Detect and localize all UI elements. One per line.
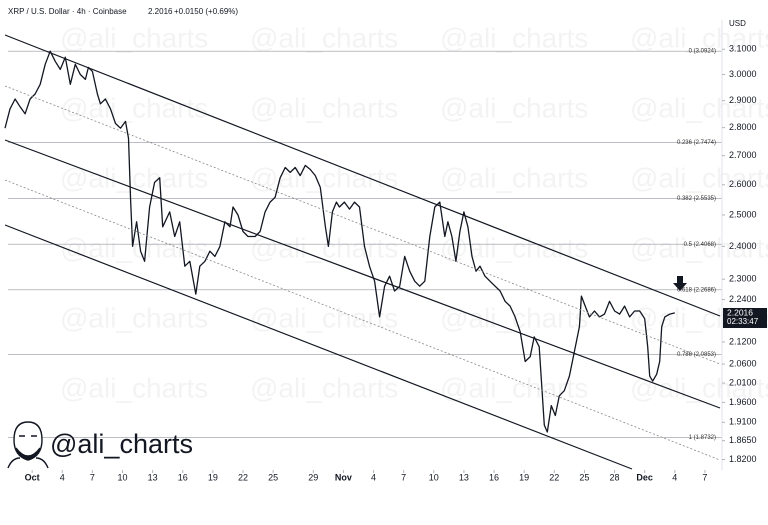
watermark-tile: @ali_charts xyxy=(250,92,398,123)
y-tick-label: 3.0000 xyxy=(729,69,757,79)
y-tick-label: 1.8650 xyxy=(729,435,757,445)
price-tag-countdown: 02:33:47 xyxy=(727,317,759,326)
watermark-tile: @ali_charts xyxy=(250,162,398,193)
x-tick-label: 25 xyxy=(268,472,278,482)
watermark-tile: @ali_charts xyxy=(630,162,768,193)
watermark-tile: @ali_charts xyxy=(250,232,398,263)
fib-level-label: 0 (3.0924) xyxy=(689,49,716,55)
currency: USD xyxy=(729,19,746,28)
x-tick-label: 4 xyxy=(371,472,376,482)
y-tick-label: 2.0600 xyxy=(729,358,757,368)
x-tick-label: 28 xyxy=(610,472,620,482)
watermark-tile: @ali_charts xyxy=(60,22,208,53)
y-tick-label: 2.5000 xyxy=(729,209,757,219)
watermark-handle: @ali_charts xyxy=(50,429,193,459)
x-tick-label: 7 xyxy=(90,472,95,482)
plot-area: 0 (3.0924) 0.236 (2.7474) 0.382 (2.5535) 0.… xyxy=(4,49,722,441)
y-tick-label: 2.2400 xyxy=(729,294,757,304)
watermark-tile: @ali_charts xyxy=(440,302,588,333)
header-change: +0.0150 (+0.69%) xyxy=(174,7,238,16)
header-price: 2.2016 xyxy=(148,7,173,16)
watermark-tile: @ali_charts xyxy=(250,372,398,403)
watermark-tile: @ali_charts xyxy=(60,302,208,333)
x-tick-label: 4 xyxy=(672,472,677,482)
y-tick-label: 2.0100 xyxy=(729,377,757,387)
channel-middle xyxy=(4,139,721,409)
x-tick-label: Oct xyxy=(25,472,40,482)
watermark-tile: @ali_charts xyxy=(440,162,588,193)
fib-level-label: 0.5 (2.4068) xyxy=(684,242,716,248)
x-tick-label: 7 xyxy=(401,472,406,482)
x-tick-label: 16 xyxy=(489,472,499,482)
watermark-tile: @ali_charts xyxy=(440,372,588,403)
avatar-body xyxy=(7,457,49,469)
channel xyxy=(4,34,721,470)
x-tick-label: Nov xyxy=(335,472,352,482)
y-tick-label: 2.6000 xyxy=(729,179,757,189)
y-tick-label: 2.1200 xyxy=(729,336,757,346)
watermark-tile: @ali_charts xyxy=(630,92,768,123)
price-tag xyxy=(723,308,767,328)
watermark-tile: @ali_charts xyxy=(630,372,768,403)
y-tick-label: 1.9100 xyxy=(729,417,757,427)
y-tick-label: 2.9000 xyxy=(729,95,757,105)
x-tick-label: 16 xyxy=(178,472,188,482)
x-tick-label: 19 xyxy=(208,472,218,482)
avatar xyxy=(7,421,49,469)
x-tick-label: 29 xyxy=(308,472,318,482)
x-tick-label: 7 xyxy=(702,472,707,482)
fib-level-label: 0.382 (2.5535) xyxy=(677,196,716,202)
watermark-tile: @ali_charts xyxy=(630,22,768,53)
y-tick-label: 2.8000 xyxy=(729,122,757,132)
x-tick-label: 10 xyxy=(118,472,128,482)
y-tick-label: 3.1000 xyxy=(729,44,757,54)
x-tick-label: 19 xyxy=(519,472,529,482)
watermark-tile: @ali_charts xyxy=(630,232,768,263)
y-tick-label: 2.3000 xyxy=(729,274,757,284)
watermark-tile: @ali_charts xyxy=(250,22,398,53)
x-tick-label: 13 xyxy=(459,472,469,482)
avatar-beard xyxy=(15,447,41,461)
watermark-tiles: @ali_charts @ali_charts @ali_charts @ali_ch… xyxy=(60,22,768,403)
y-tick-label: 2.4000 xyxy=(729,241,757,251)
fib-level-label: 0.786 (2.0853) xyxy=(677,352,716,358)
x-tick-label: 13 xyxy=(148,472,158,482)
x-tick-label: 10 xyxy=(429,472,439,482)
watermark-tile: @ali_charts xyxy=(60,92,208,123)
x-tick-label: Dec xyxy=(636,472,653,482)
y-tick-label: 2.7000 xyxy=(729,150,757,160)
price-tag-value: 2.2016 xyxy=(727,307,753,317)
fib-level-label: 0.618 (2.2686) xyxy=(677,287,716,293)
fib-level-label: 0.236 (2.7474) xyxy=(677,140,716,146)
watermark-tile: @ali_charts xyxy=(440,92,588,123)
channel-upper xyxy=(4,34,721,317)
channel-lower xyxy=(4,224,633,470)
watermark-tile: @ali_charts xyxy=(250,302,398,333)
y-tick-label: 1.8200 xyxy=(729,454,757,464)
x-tick-label: 4 xyxy=(60,472,65,482)
price-line xyxy=(4,50,675,433)
watermark-tile: @ali_charts xyxy=(440,22,588,53)
watermark-tile: @ali_charts xyxy=(60,372,208,403)
y-tick-label: 1.9600 xyxy=(729,397,757,407)
watermark-tile: @ali_charts xyxy=(440,232,588,263)
avatar-head xyxy=(13,421,43,461)
down-arrow xyxy=(673,276,687,291)
header-symbol: XRP / U.S. Dollar · 4h · Coinbase xyxy=(8,7,127,16)
x-tick-label: 22 xyxy=(238,472,248,482)
x-tick-label: 22 xyxy=(549,472,559,482)
fib-level-label: 1 (1.8732) xyxy=(689,435,716,441)
x-tick-label: 25 xyxy=(579,472,589,482)
